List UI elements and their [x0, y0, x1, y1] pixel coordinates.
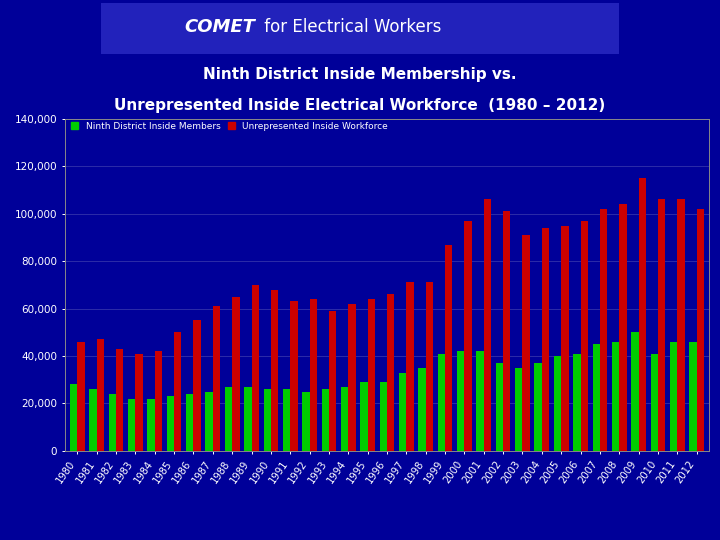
Bar	[205, 392, 213, 451]
Bar	[89, 389, 96, 451]
Bar	[600, 209, 607, 451]
Bar	[271, 289, 278, 451]
Bar	[678, 199, 685, 451]
Legend: Ninth District Inside Members, Unrepresented Inside Workforce: Ninth District Inside Members, Unreprese…	[69, 120, 390, 133]
Bar	[554, 356, 561, 451]
Bar	[484, 199, 491, 451]
Bar	[503, 211, 510, 451]
Bar	[670, 342, 678, 451]
Bar	[194, 320, 201, 451]
Bar	[399, 373, 406, 451]
Text: for Electrical Workers: for Electrical Workers	[259, 18, 441, 36]
Bar	[406, 282, 414, 451]
Bar	[174, 332, 181, 451]
Bar	[283, 389, 290, 451]
Bar	[101, 3, 619, 54]
Bar	[593, 344, 600, 451]
Bar	[264, 389, 271, 451]
Bar	[697, 209, 704, 451]
Bar	[232, 296, 240, 451]
Bar	[573, 354, 580, 451]
Bar	[561, 226, 569, 451]
Bar	[689, 342, 697, 451]
Bar	[515, 368, 523, 451]
Bar	[225, 387, 232, 451]
Bar	[658, 199, 665, 451]
Bar	[379, 382, 387, 451]
Bar	[148, 399, 155, 451]
Bar	[96, 340, 104, 451]
Bar	[109, 394, 116, 451]
Bar	[612, 342, 619, 451]
Bar	[619, 204, 626, 451]
Bar	[167, 396, 174, 451]
Bar	[651, 354, 658, 451]
Bar	[135, 354, 143, 451]
Bar	[155, 351, 162, 451]
Bar	[534, 363, 542, 451]
Bar	[523, 235, 530, 451]
Bar	[77, 342, 85, 451]
Bar	[116, 349, 123, 451]
Bar	[322, 389, 329, 451]
Bar	[302, 392, 310, 451]
Bar	[387, 294, 395, 451]
Bar	[186, 394, 194, 451]
Bar	[251, 285, 259, 451]
Bar	[213, 306, 220, 451]
Bar	[418, 368, 426, 451]
Bar	[329, 311, 336, 451]
Bar	[426, 282, 433, 451]
Bar	[290, 301, 297, 451]
Bar	[457, 351, 464, 451]
Bar	[445, 245, 452, 451]
Bar	[368, 299, 375, 451]
Bar	[631, 332, 639, 451]
Bar	[348, 304, 356, 451]
Bar	[542, 228, 549, 451]
Bar	[360, 382, 368, 451]
Text: Ninth District Inside Membership vs.: Ninth District Inside Membership vs.	[203, 66, 517, 82]
Bar	[464, 221, 472, 451]
Bar	[128, 399, 135, 451]
Text: COMET: COMET	[185, 18, 256, 36]
Bar	[244, 387, 251, 451]
Bar	[438, 354, 445, 451]
Bar	[639, 178, 646, 451]
Bar	[477, 351, 484, 451]
Bar	[341, 387, 348, 451]
Bar	[70, 384, 77, 451]
Bar	[496, 363, 503, 451]
Text: Unrepresented Inside Electrical Workforce  (1980 – 2012): Unrepresented Inside Electrical Workforc…	[114, 98, 606, 113]
Bar	[310, 299, 317, 451]
Bar	[580, 221, 588, 451]
